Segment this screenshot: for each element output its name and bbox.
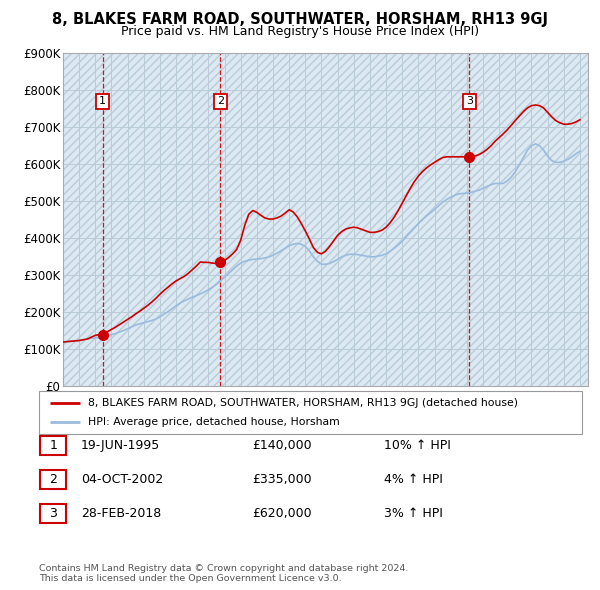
Text: 8, BLAKES FARM ROAD, SOUTHWATER, HORSHAM, RH13 9GJ (detached house): 8, BLAKES FARM ROAD, SOUTHWATER, HORSHAM… — [88, 398, 518, 408]
FancyBboxPatch shape — [39, 391, 582, 434]
Text: HPI: Average price, detached house, Horsham: HPI: Average price, detached house, Hors… — [88, 417, 340, 427]
Text: 2: 2 — [49, 473, 58, 486]
Text: 1: 1 — [49, 439, 58, 452]
Text: 3% ↑ HPI: 3% ↑ HPI — [384, 507, 443, 520]
FancyBboxPatch shape — [40, 470, 67, 489]
Text: 04-OCT-2002: 04-OCT-2002 — [81, 473, 163, 486]
Text: 3: 3 — [466, 96, 473, 106]
Text: 19-JUN-1995: 19-JUN-1995 — [81, 439, 160, 452]
Text: 3: 3 — [49, 507, 58, 520]
Text: 1: 1 — [99, 96, 106, 106]
FancyBboxPatch shape — [40, 436, 67, 455]
FancyBboxPatch shape — [40, 504, 67, 523]
Text: 10% ↑ HPI: 10% ↑ HPI — [384, 439, 451, 452]
Text: 4% ↑ HPI: 4% ↑ HPI — [384, 473, 443, 486]
Text: £140,000: £140,000 — [252, 439, 311, 452]
Text: £335,000: £335,000 — [252, 473, 311, 486]
Text: Contains HM Land Registry data © Crown copyright and database right 2024.
This d: Contains HM Land Registry data © Crown c… — [39, 563, 409, 583]
Text: Price paid vs. HM Land Registry's House Price Index (HPI): Price paid vs. HM Land Registry's House … — [121, 25, 479, 38]
Text: £620,000: £620,000 — [252, 507, 311, 520]
Text: 8, BLAKES FARM ROAD, SOUTHWATER, HORSHAM, RH13 9GJ: 8, BLAKES FARM ROAD, SOUTHWATER, HORSHAM… — [52, 12, 548, 27]
Text: 28-FEB-2018: 28-FEB-2018 — [81, 507, 161, 520]
Text: 2: 2 — [217, 96, 224, 106]
